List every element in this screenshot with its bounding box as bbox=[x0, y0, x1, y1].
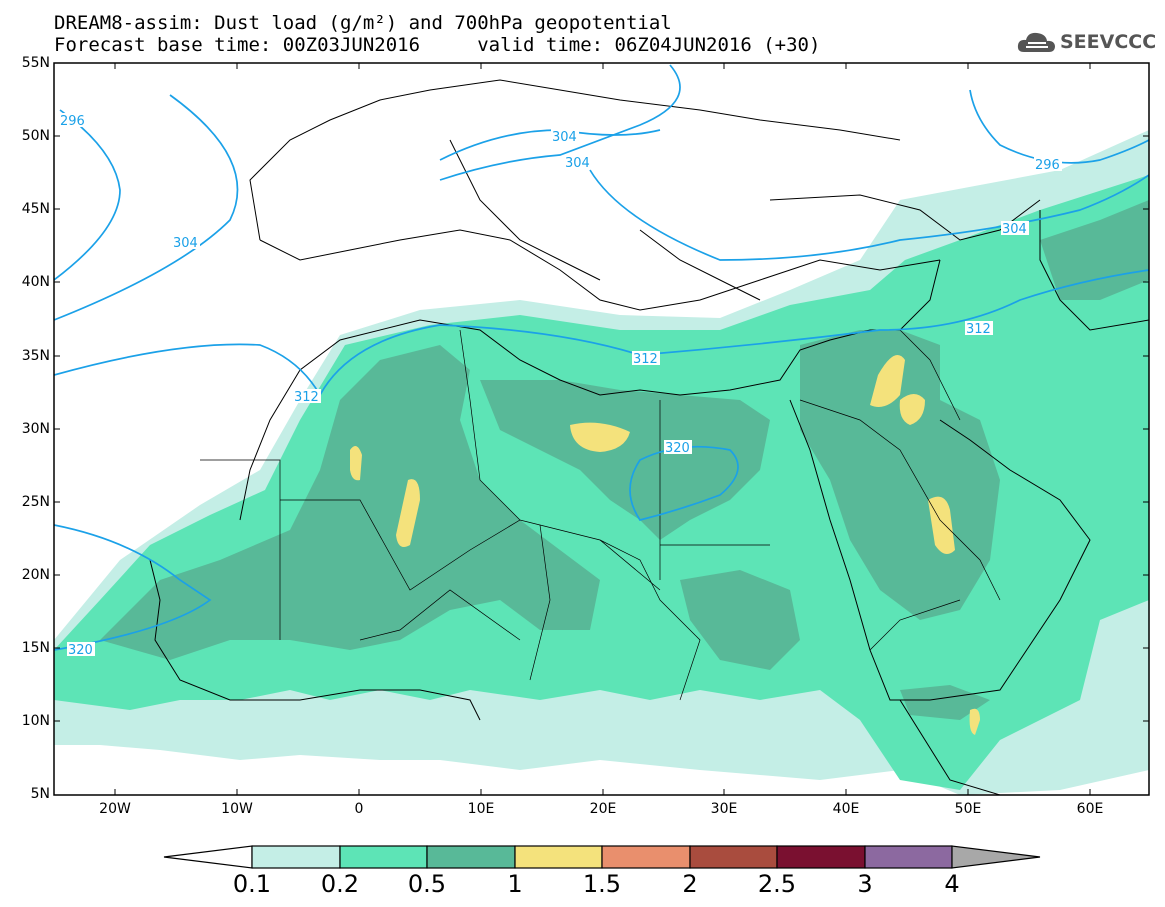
colorbar-swatch bbox=[776, 845, 866, 869]
colorbar bbox=[163, 845, 1041, 869]
dust-level-0.5-west bbox=[100, 345, 600, 660]
colorbar-tick-label: 0.1 bbox=[232, 870, 272, 898]
colorbar-swatch bbox=[339, 845, 428, 869]
contour-296-west bbox=[54, 109, 121, 281]
contour-296-east bbox=[969, 89, 1149, 164]
country-borders bbox=[200, 329, 1001, 701]
lat-label-30n: 30N bbox=[21, 421, 50, 437]
contour-label: 304 bbox=[173, 236, 198, 251]
lon-label-0: 0 bbox=[354, 801, 364, 817]
contour-labels: 296 304 312 304 304 320 320 312 304 296 … bbox=[58, 113, 1062, 658]
colorbar-tick-label: 3 bbox=[857, 870, 873, 898]
tick-marks bbox=[54, 62, 1149, 796]
lon-label-40e: 40E bbox=[832, 801, 860, 817]
colorbar-min-arrow bbox=[163, 845, 253, 869]
dust-level-1-patch bbox=[570, 422, 630, 452]
logo-text: SEEVCCC bbox=[1060, 31, 1157, 53]
colorbar-swatch bbox=[251, 845, 341, 869]
contour-label: 312 bbox=[294, 390, 319, 405]
lat-label-50n: 50N bbox=[21, 128, 50, 144]
lon-label-20w: 20W bbox=[99, 801, 131, 817]
lat-label-40n: 40N bbox=[21, 274, 50, 290]
contour-label: 312 bbox=[966, 322, 991, 337]
dust-level-0.5-sahel bbox=[680, 570, 800, 670]
lat-label-45n: 45N bbox=[21, 201, 50, 217]
lat-label-10n: 10N bbox=[21, 713, 50, 729]
lat-label-55n: 55N bbox=[21, 55, 50, 71]
dust-level-1-patch bbox=[350, 446, 362, 481]
contour-label: 304 bbox=[565, 156, 590, 171]
contour-label: 312 bbox=[633, 352, 658, 367]
contour-312 bbox=[54, 269, 1149, 397]
lon-label-10w: 10W bbox=[221, 801, 253, 817]
lon-label-20e: 20E bbox=[589, 801, 617, 817]
colorbar-tick-label: 1 bbox=[507, 870, 523, 898]
colorbar-tick-label: 4 bbox=[944, 870, 960, 898]
map-title-line1: DREAM8-assim: Dust load (g/m²) and 700hP… bbox=[54, 12, 672, 34]
dust-level-0.5-horn bbox=[900, 685, 990, 720]
map-title-line2: Forecast base time: 00Z03JUN2016 valid t… bbox=[54, 34, 821, 56]
colorbar-max-arrow bbox=[951, 845, 1041, 869]
cloud-icon bbox=[1017, 32, 1055, 52]
contour-label: 320 bbox=[665, 441, 690, 456]
lat-label-5n: 5N bbox=[30, 786, 50, 802]
colorbar-tick-label: 0.2 bbox=[320, 870, 360, 898]
contour-label: 296 bbox=[1035, 158, 1060, 173]
dust-level-1-patch bbox=[870, 355, 905, 408]
contour-label: 296 bbox=[60, 114, 85, 129]
colorbar-swatch bbox=[601, 845, 691, 869]
contour-320-central bbox=[629, 445, 739, 521]
lat-label-35n: 35N bbox=[21, 348, 50, 364]
contour-304-west bbox=[54, 94, 239, 321]
dust-level-0.5-central bbox=[480, 380, 770, 540]
colorbar-tick-label: 2 bbox=[682, 870, 698, 898]
colorbar-swatch bbox=[514, 845, 603, 869]
lat-label-20n: 20N bbox=[21, 567, 50, 583]
dust-level-1-patch bbox=[969, 708, 980, 735]
lon-label-50e: 50E bbox=[954, 801, 982, 817]
colorbar-tick-label: 2.5 bbox=[757, 870, 797, 898]
colorbar-swatch bbox=[426, 845, 516, 869]
colorbar-tick-label: 1.5 bbox=[582, 870, 622, 898]
lon-label-60e: 60E bbox=[1076, 801, 1104, 817]
colorbar-swatch bbox=[864, 845, 953, 869]
contour-304-east bbox=[439, 64, 1149, 261]
contour-320-west bbox=[54, 524, 212, 651]
contour-label: 304 bbox=[552, 130, 577, 145]
lon-label-30e: 30E bbox=[710, 801, 738, 817]
lat-label-25n: 25N bbox=[21, 494, 50, 510]
contour-label: 304 bbox=[1002, 222, 1027, 237]
contour-label: 320 bbox=[68, 643, 93, 658]
dust-level-1-patch bbox=[899, 394, 925, 425]
colorbar-tick-label: 0.5 bbox=[407, 870, 447, 898]
dust-level-1-patch bbox=[396, 479, 420, 548]
lon-label-10e: 10E bbox=[467, 801, 495, 817]
seevccc-logo: SEEVCCC bbox=[1016, 28, 1156, 58]
colorbar-swatch bbox=[689, 845, 778, 869]
lat-label-15n: 15N bbox=[21, 640, 50, 656]
dust-field bbox=[54, 79, 1149, 795]
